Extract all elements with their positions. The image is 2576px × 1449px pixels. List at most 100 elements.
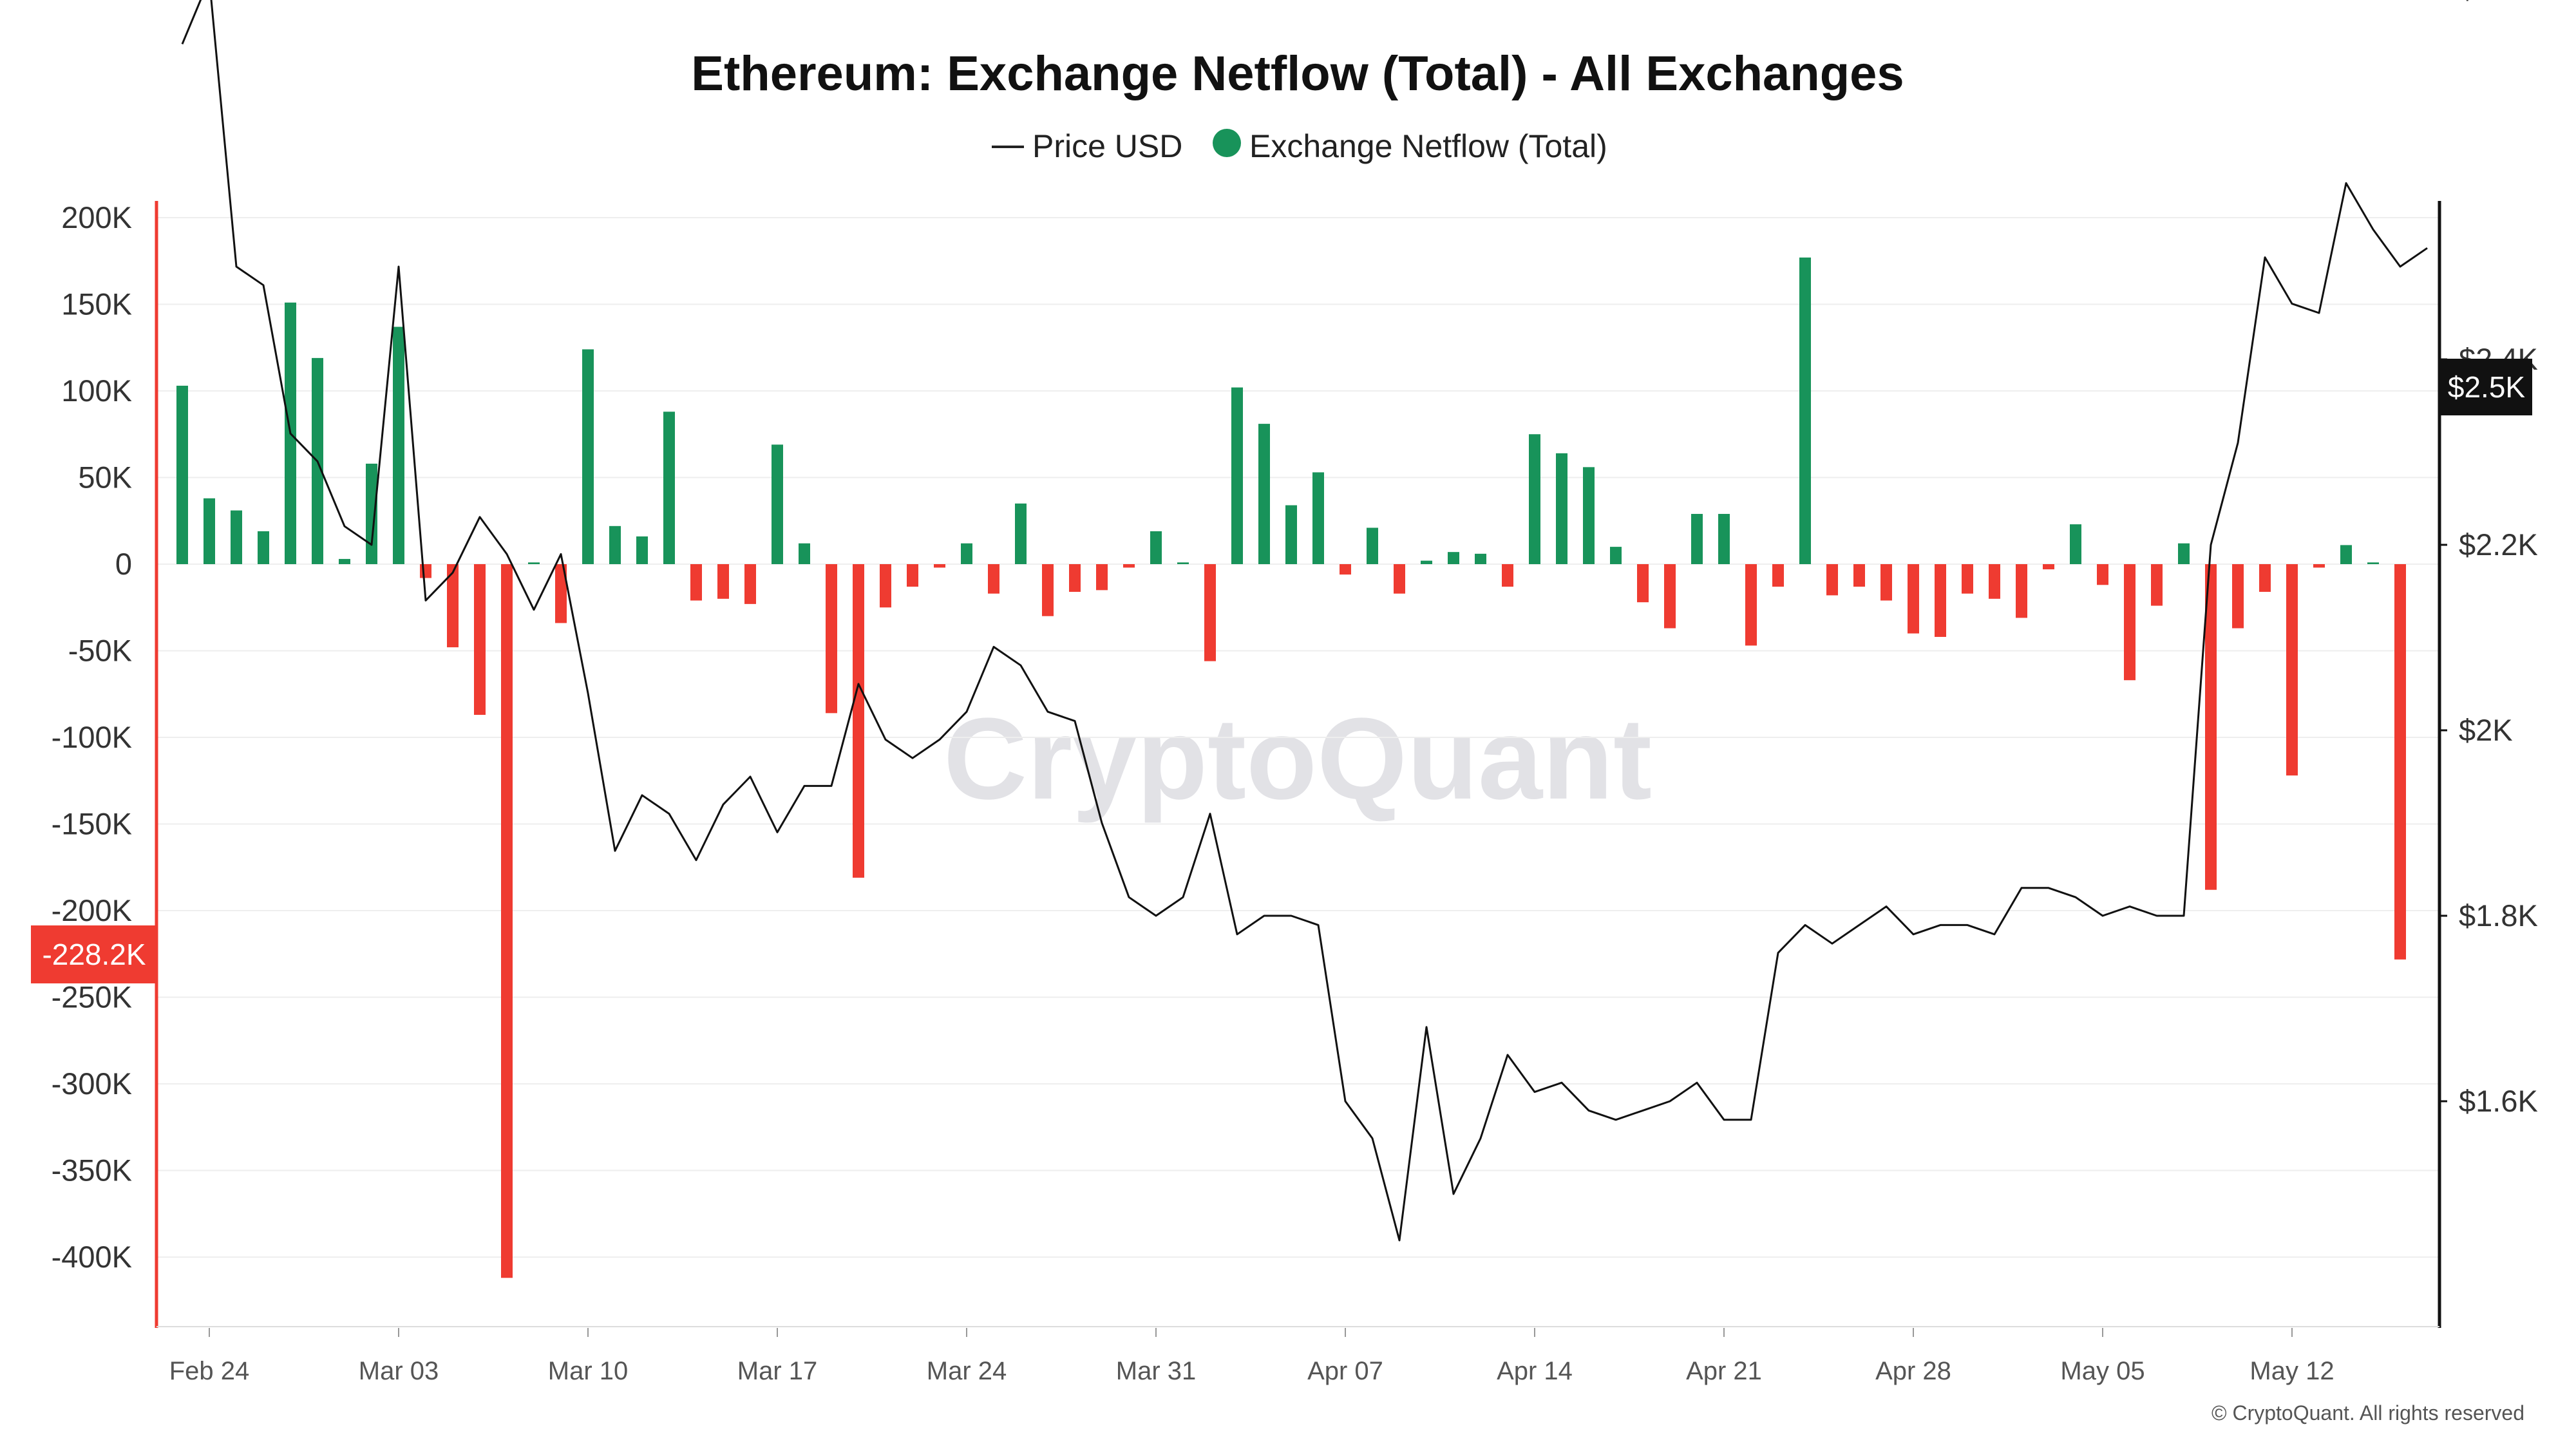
netflow-bar[interactable]	[447, 564, 459, 648]
netflow-bar[interactable]	[717, 564, 729, 599]
netflow-bar[interactable]	[1962, 564, 1973, 594]
netflow-bar[interactable]	[663, 412, 675, 564]
netflow-bar[interactable]	[934, 564, 945, 568]
netflow-bar[interactable]	[1529, 434, 1540, 564]
netflow-bar[interactable]	[1610, 547, 1622, 564]
netflow-bar[interactable]	[961, 543, 972, 564]
netflow-bar[interactable]	[2367, 562, 2379, 564]
netflow-bar[interactable]	[1448, 552, 1459, 564]
netflow-bar[interactable]	[1421, 560, 1432, 564]
netflow-bar[interactable]	[1069, 564, 1081, 592]
netflow-bar[interactable]	[474, 564, 486, 715]
netflow-bar[interactable]	[528, 562, 540, 564]
netflow-bar[interactable]	[1691, 513, 1703, 564]
netflow-bar[interactable]	[339, 558, 350, 564]
x-tick-label: Feb 24	[169, 1357, 250, 1385]
netflow-bar[interactable]	[1799, 257, 1811, 564]
left-tick-label: -200K	[52, 893, 132, 927]
netflow-bar[interactable]	[2070, 524, 2081, 564]
netflow-bar[interactable]	[1935, 564, 1946, 637]
netflow-bar[interactable]	[1989, 564, 2000, 599]
netflow-bar[interactable]	[176, 385, 188, 564]
left-tick-label: 200K	[61, 200, 132, 234]
netflow-bar[interactable]	[2016, 564, 2027, 618]
netflow-bar[interactable]	[366, 463, 377, 564]
left-tick-label: 150K	[61, 287, 132, 321]
right-tick-label: $2K	[2459, 713, 2513, 747]
netflow-bar[interactable]	[690, 564, 702, 601]
x-tick-label: May 05	[2060, 1357, 2145, 1385]
netflow-bar[interactable]	[258, 531, 269, 564]
left-tick-label: -250K	[52, 980, 132, 1014]
netflow-bar[interactable]	[1367, 527, 1378, 564]
price-line[interactable]	[181, 0, 2428, 1242]
netflow-bar[interactable]	[2232, 564, 2244, 629]
netflow-bar[interactable]	[2151, 564, 2163, 606]
netflow-bar[interactable]	[501, 564, 513, 1278]
x-tick-label: Mar 17	[737, 1357, 818, 1385]
netflow-bar[interactable]	[393, 327, 404, 564]
netflow-bar[interactable]	[1312, 472, 1324, 564]
netflow-bar[interactable]	[2259, 564, 2271, 592]
legend-netflow-label[interactable]: Exchange Netflow (Total)	[1249, 128, 1607, 164]
netflow-bar[interactable]	[1880, 564, 1892, 601]
netflow-bar[interactable]	[1745, 564, 1757, 646]
netflow-bar[interactable]	[1664, 564, 1676, 629]
left-axis-ticks: 200K 150K 100K 50K 0 -50K -100K -150K -200K -250K…	[52, 200, 132, 1274]
right-tick-label: $2.2K	[2459, 527, 2538, 562]
netflow-bar[interactable]	[1258, 424, 1270, 564]
netflow-bar[interactable]	[1204, 564, 1216, 661]
netflow-bar[interactable]	[420, 564, 431, 578]
netflow-bar[interactable]	[231, 510, 242, 564]
netflow-bar[interactable]	[1177, 562, 1189, 564]
netflow-bar[interactable]	[609, 526, 621, 564]
netflow-bar[interactable]	[1340, 564, 1351, 575]
netflow-bar[interactable]	[907, 564, 918, 587]
netflow-bar[interactable]	[988, 564, 999, 594]
netflow-bar[interactable]	[1908, 564, 1919, 634]
netflow-bar[interactable]	[2313, 564, 2325, 568]
netflow-bar[interactable]	[2124, 564, 2136, 681]
price-value-badge: $2.5K	[2441, 359, 2532, 415]
netflow-bar[interactable]	[2178, 543, 2190, 564]
netflow-bar[interactable]	[772, 444, 783, 564]
left-tick-label: -300K	[52, 1066, 132, 1101]
netflow-bar[interactable]	[204, 498, 215, 564]
netflow-bar[interactable]	[582, 349, 594, 564]
netflow-bar[interactable]	[2286, 564, 2298, 776]
netflow-bar[interactable]	[1231, 387, 1243, 564]
netflow-bar[interactable]	[880, 564, 891, 608]
left-tick-label: -50K	[68, 634, 132, 668]
netflow-bar[interactable]	[1502, 564, 1513, 587]
netflow-bar[interactable]	[555, 564, 567, 623]
netflow-bar[interactable]	[2340, 545, 2352, 564]
netflow-bar[interactable]	[744, 564, 756, 604]
netflow-bar[interactable]	[1853, 564, 1865, 587]
netflow-bar[interactable]	[2097, 564, 2108, 585]
netflow-bar[interactable]	[1826, 564, 1838, 596]
netflow-bar[interactable]	[1394, 564, 1405, 594]
netflow-bar[interactable]	[1123, 564, 1135, 568]
left-tick-label: -150K	[52, 807, 132, 841]
netflow-badge-text: -228.2K	[42, 938, 146, 971]
netflow-bar[interactable]	[2394, 564, 2406, 960]
netflow-bar[interactable]	[1772, 564, 1784, 587]
netflow-bar[interactable]	[1096, 564, 1108, 591]
netflow-bar[interactable]	[1285, 505, 1297, 564]
netflow-bar[interactable]	[2205, 564, 2217, 890]
netflow-bar[interactable]	[1475, 553, 1486, 564]
x-tick-label: May 12	[2249, 1357, 2334, 1385]
netflow-bar[interactable]	[1637, 564, 1649, 603]
legend-price-label[interactable]: Price USD	[1032, 128, 1182, 164]
netflow-bar[interactable]	[1556, 453, 1567, 564]
netflow-bar[interactable]	[1015, 503, 1027, 564]
netflow-bar[interactable]	[636, 536, 648, 564]
netflow-bar[interactable]	[2043, 564, 2054, 570]
netflow-bar[interactable]	[853, 564, 864, 878]
netflow-bar[interactable]	[826, 564, 837, 714]
netflow-bar[interactable]	[799, 543, 810, 564]
netflow-bar[interactable]	[1150, 531, 1162, 564]
netflow-bar[interactable]	[1583, 467, 1595, 564]
netflow-bar[interactable]	[1042, 564, 1054, 616]
netflow-bar[interactable]	[1718, 513, 1730, 564]
